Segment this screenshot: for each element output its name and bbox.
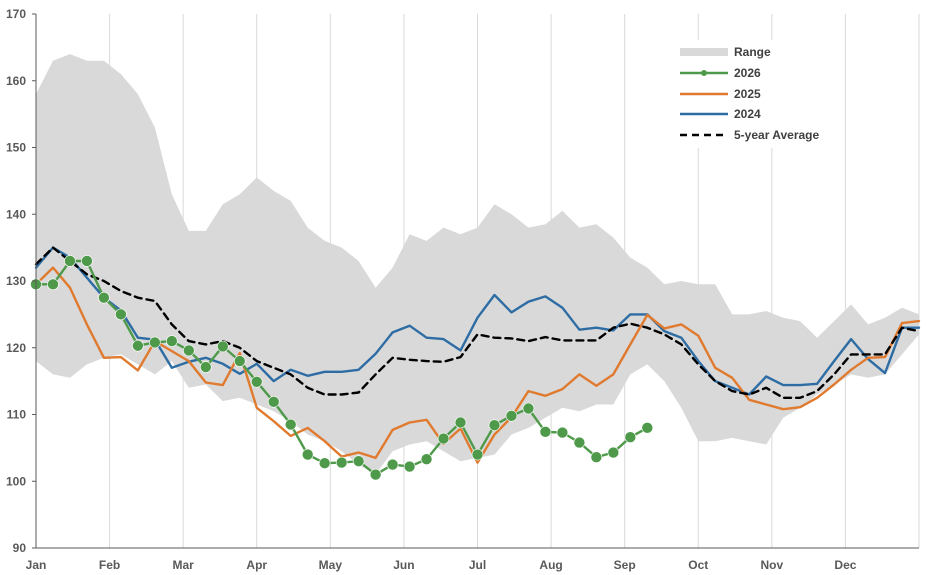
axes: Jan Feb Mar Apr May Jun Jul Aug Sep Oct Nov Dec 90 10… [6,7,919,572]
x-tick-label: Nov [760,558,783,572]
series-2026-point [522,402,535,415]
x-tick-label: Feb [99,558,120,572]
series-2026-point [386,458,399,471]
legend-swatch-range [680,48,728,56]
series-2026-point [454,416,467,429]
series-2026-point [233,355,246,367]
x-tick-label: Jun [393,558,414,572]
y-tick-label: 140 [6,207,26,221]
x-tick-label: Aug [539,558,562,572]
series-2026-point [81,255,93,267]
y-tick-label: 130 [6,274,26,288]
series-2026-point [369,468,382,481]
x-tick-label: May [319,558,343,572]
series-2026-point [403,460,416,473]
series-2026-point [539,426,552,438]
series-2026-point [556,426,569,439]
series-2026-point [216,340,229,353]
series-2026-point [573,436,586,449]
series-2026-point [420,453,433,466]
series-2026-point [132,339,144,352]
series-2026-point [284,418,297,431]
y-tick-label: 100 [6,474,26,488]
series-2026-point [267,396,280,408]
y-tick-label: 110 [7,408,27,422]
legend-label: 2025 [734,87,761,101]
legend-label: 5-year Average [734,128,819,142]
series-2026-point [505,410,518,422]
series-2026-point [352,455,365,468]
legend-label: 2024 [734,107,761,121]
y-tick-label: 170 [6,7,26,21]
series-2026-point [318,457,331,470]
x-tick-label: Jul [469,558,486,572]
legend-background [632,40,828,148]
legend-marker-2026 [701,70,707,76]
legend-label: Range [734,45,771,59]
series-2026-point [301,448,314,461]
series-2026-point [149,336,161,349]
y-tick-label: 150 [6,141,26,155]
series-2026-point [166,335,178,347]
x-tick-label: Apr [246,558,267,572]
y-tick-label: 160 [6,74,26,88]
series-lines [30,246,921,481]
series-2026-point [607,446,620,459]
range-band [36,54,919,475]
series-2026-point [115,308,127,321]
series-2026-point [488,419,501,431]
series-2025-line [34,266,921,464]
series-2026-point [471,448,484,461]
series-2026-point [641,422,654,434]
series-2026-point [624,431,637,443]
range-area [36,54,919,475]
x-tick-label: Jan [26,558,47,572]
x-tick-label: Sep [614,558,636,572]
series-2026-point [183,344,195,357]
series-2026-point [250,375,263,388]
x-tick-label: Dec [834,558,856,572]
series-2024-line [34,246,921,396]
x-tick-label: Oct [688,558,708,572]
series-5yr-average-line [34,246,921,399]
series-2026-point [590,451,603,464]
series-2026-point [47,278,59,291]
series-2026-point [64,255,76,267]
series-2026-point [98,291,110,304]
series-2026-point [200,361,212,373]
x-tick-label: Mar [172,558,194,572]
y-tick-label: 120 [6,341,26,355]
legend: Range 2026 2025 2024 5-year Average [632,40,828,148]
series-2026-point [437,432,450,445]
legend-label: 2026 [734,66,761,80]
y-tick-label: 90 [13,541,27,555]
series-2026-point [335,456,348,469]
